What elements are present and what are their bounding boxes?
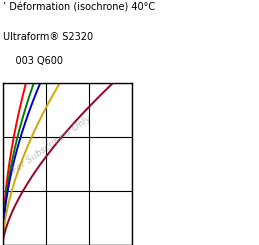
Text: For Subscribers Only: For Subscribers Only: [11, 114, 93, 175]
Text: Ultraform® S2320: Ultraform® S2320: [3, 32, 93, 42]
Text: ’ Déformation (isochrone) 40°C: ’ Déformation (isochrone) 40°C: [3, 2, 155, 12]
Text: 003 Q600: 003 Q600: [3, 56, 63, 66]
